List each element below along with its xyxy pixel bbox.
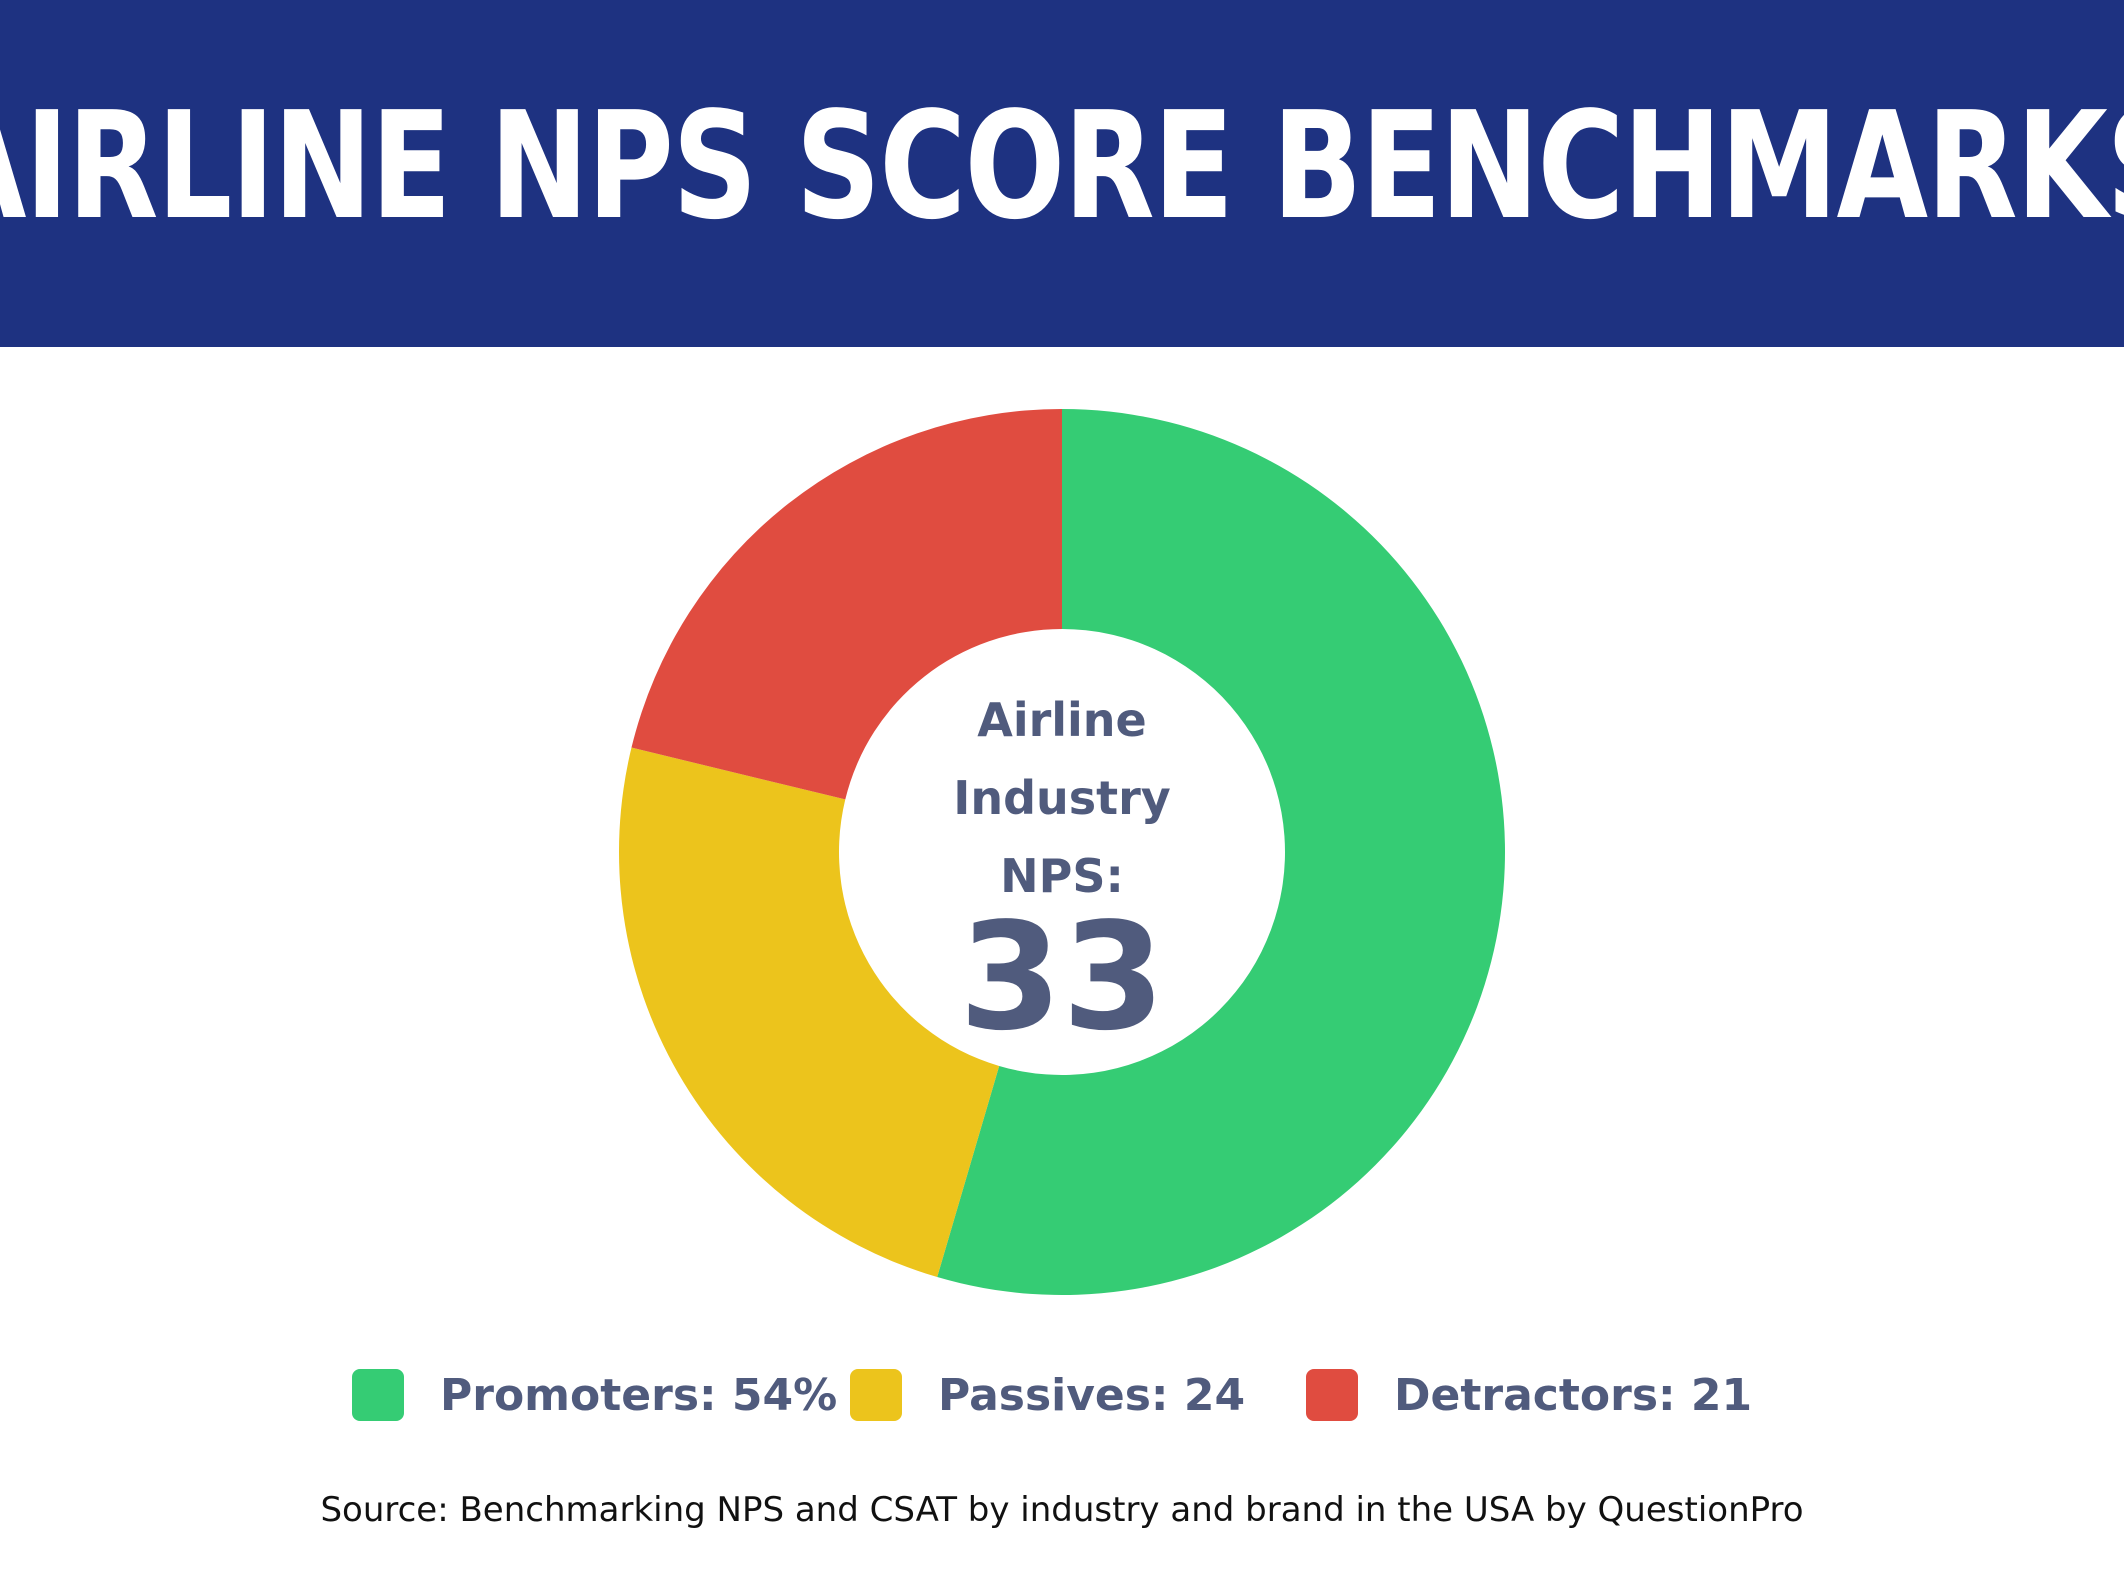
legend-label-promoters: Promoters: 54% — [440, 1369, 838, 1421]
center-label-line3: NPS: — [1000, 849, 1124, 903]
legend: Promoters: 54% Passives: 24 Detractors: … — [0, 1365, 2124, 1425]
source-note: Source: Benchmarking NPS and CSAT by ind… — [320, 1490, 1804, 1530]
center-label-line2: Industry — [953, 771, 1171, 825]
legend-label-passives: Passives: 24 — [938, 1369, 1246, 1421]
legend-swatch-promoters — [352, 1369, 404, 1421]
legend-item-passives: Passives: 24 — [850, 1365, 1245, 1425]
donut-chart-area: Airline Industry NPS: 33 — [0, 347, 2124, 1347]
donut-slice-detractors — [631, 408, 1062, 800]
title-banner: AIRLINE NPS SCORE BENCHMARKS — [0, 0, 2124, 347]
legend-swatch-detractors — [1306, 1369, 1358, 1421]
donut-slice-passives — [619, 747, 1000, 1278]
center-nps-value: 33 — [959, 891, 1165, 1063]
legend-label-detractors: Detractors: 21 — [1394, 1369, 1753, 1421]
legend-item-promoters: Promoters: 54% — [352, 1365, 837, 1425]
donut-slice-promoters — [937, 409, 1506, 1295]
donut-chart — [619, 408, 1506, 1295]
legend-swatch-passives — [850, 1369, 902, 1421]
chart-title: AIRLINE NPS SCORE BENCHMARKS — [0, 79, 2124, 252]
legend-item-detractors: Detractors: 21 — [1306, 1365, 1752, 1425]
center-label-line1: Airline — [977, 693, 1147, 747]
